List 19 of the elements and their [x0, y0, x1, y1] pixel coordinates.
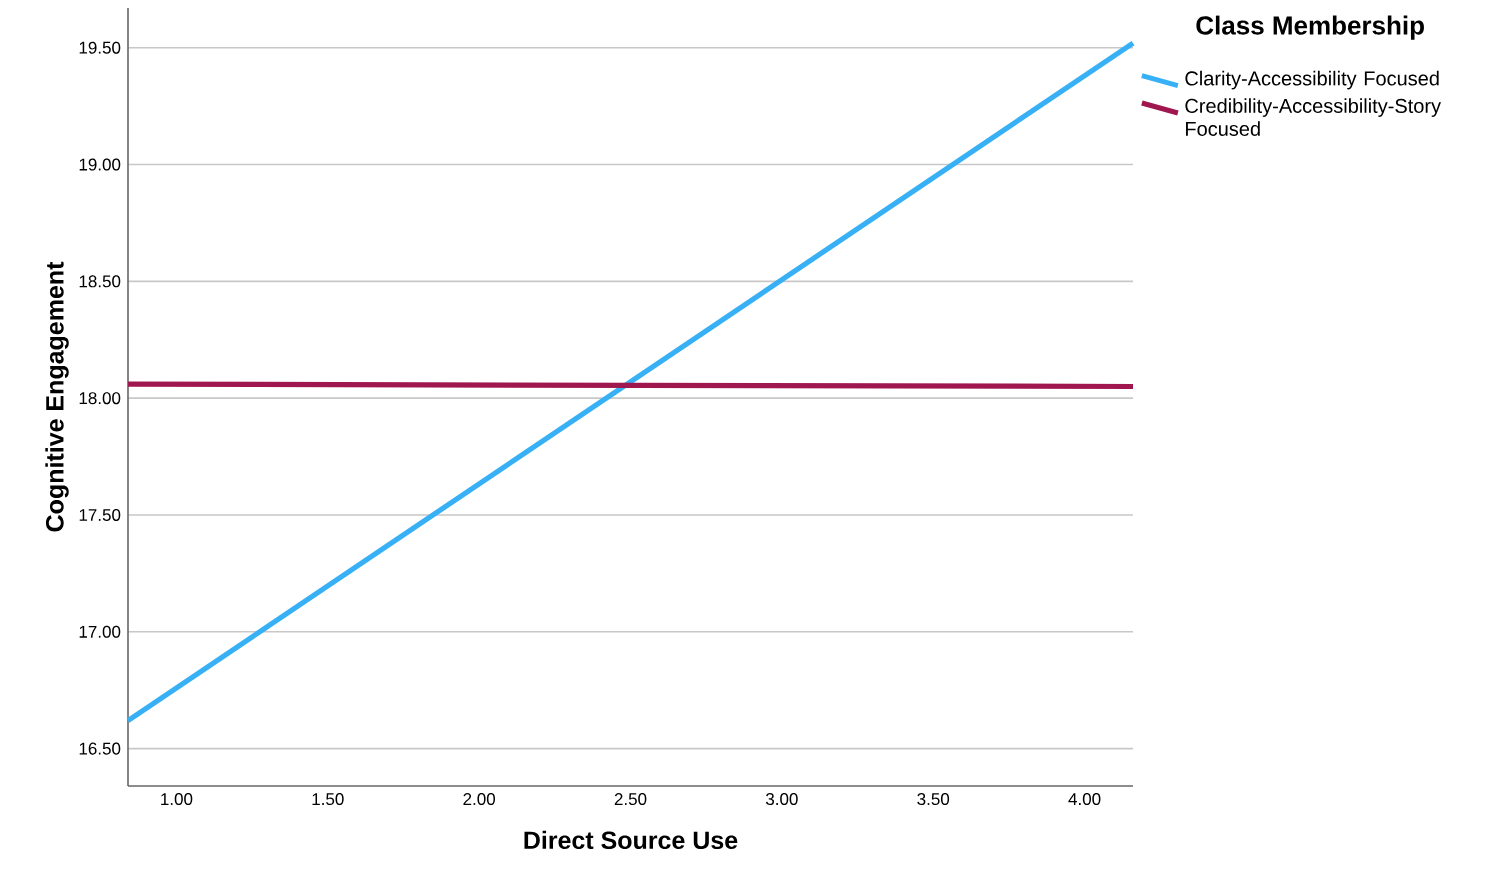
- x-tick-label: 1.00: [161, 793, 193, 806]
- legend-title: Class Membership: [1196, 15, 1424, 40]
- y-tick-label: 17.50: [79, 508, 121, 521]
- x-tick-label: 1.50: [312, 793, 344, 806]
- x-tick-label: 4.00: [1068, 793, 1101, 806]
- y-tick-label: 18.00: [79, 392, 121, 405]
- x-axis-title: Direct Source Use: [524, 830, 738, 850]
- legend-label: Clarity-Accessibility Focused: [1185, 70, 1439, 90]
- y-tick-label: 18.50: [79, 275, 121, 288]
- y-tick-label: 19.50: [79, 41, 121, 54]
- x-tick-label: 2.00: [463, 793, 496, 806]
- x-tick-label: 2.50: [614, 793, 647, 806]
- x-tick-label: 3.00: [765, 793, 798, 806]
- y-tick-label: 16.50: [79, 742, 121, 755]
- x-tick-label: 3.50: [917, 793, 950, 806]
- y-tick-label: 19.00: [79, 158, 121, 171]
- y-axis-title: Cognitive Engagement: [45, 261, 69, 532]
- legend-label: Credibility-Accessibility-Story Focused: [1185, 98, 1442, 136]
- y-tick-label: 17.00: [79, 625, 121, 638]
